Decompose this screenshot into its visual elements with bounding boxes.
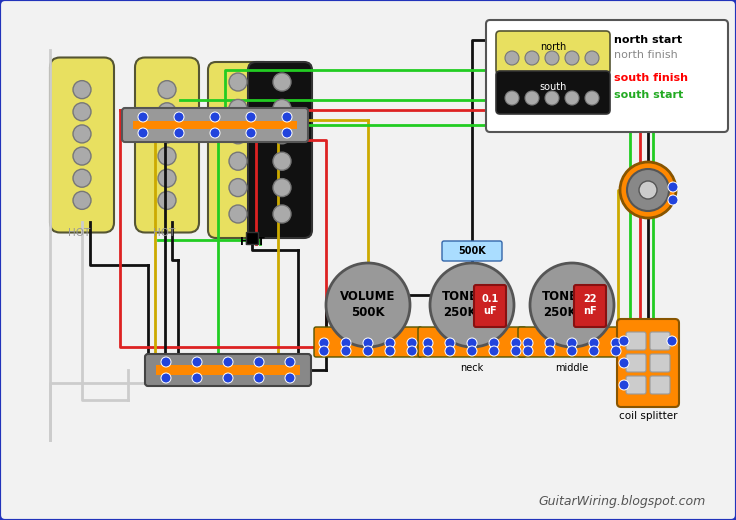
Circle shape xyxy=(489,346,499,356)
Text: neck: neck xyxy=(461,363,484,373)
FancyBboxPatch shape xyxy=(650,354,670,372)
Circle shape xyxy=(489,338,499,348)
Circle shape xyxy=(229,99,247,118)
Text: 500K: 500K xyxy=(351,306,385,319)
Text: 250K: 250K xyxy=(443,306,477,319)
Circle shape xyxy=(627,169,669,211)
FancyBboxPatch shape xyxy=(418,327,526,357)
Circle shape xyxy=(326,263,410,347)
Circle shape xyxy=(138,112,148,122)
Circle shape xyxy=(341,346,351,356)
Text: north finish: north finish xyxy=(614,50,678,60)
Circle shape xyxy=(467,346,477,356)
Circle shape xyxy=(585,51,599,65)
Circle shape xyxy=(285,357,295,367)
Circle shape xyxy=(174,112,184,122)
FancyBboxPatch shape xyxy=(208,62,272,238)
Circle shape xyxy=(229,73,247,91)
Circle shape xyxy=(229,178,247,197)
Circle shape xyxy=(158,125,176,143)
FancyBboxPatch shape xyxy=(626,332,646,350)
Circle shape xyxy=(319,346,329,356)
Circle shape xyxy=(282,112,292,122)
Circle shape xyxy=(505,51,519,65)
Circle shape xyxy=(545,91,559,105)
Circle shape xyxy=(567,346,577,356)
Circle shape xyxy=(282,128,292,138)
Circle shape xyxy=(192,373,202,383)
Circle shape xyxy=(619,336,629,346)
Circle shape xyxy=(423,338,433,348)
Circle shape xyxy=(73,125,91,143)
Circle shape xyxy=(73,81,91,99)
Circle shape xyxy=(523,338,533,348)
FancyBboxPatch shape xyxy=(442,241,502,261)
Circle shape xyxy=(567,338,577,348)
Circle shape xyxy=(565,51,579,65)
FancyBboxPatch shape xyxy=(135,58,199,232)
Bar xyxy=(156,365,300,375)
Circle shape xyxy=(385,338,395,348)
Circle shape xyxy=(525,51,539,65)
Circle shape xyxy=(445,338,455,348)
Circle shape xyxy=(619,358,629,368)
Text: HOT: HOT xyxy=(68,228,91,238)
Circle shape xyxy=(223,373,233,383)
Text: HOT: HOT xyxy=(240,237,265,247)
Circle shape xyxy=(158,147,176,165)
Circle shape xyxy=(158,81,176,99)
Circle shape xyxy=(223,357,233,367)
Circle shape xyxy=(273,73,291,91)
FancyBboxPatch shape xyxy=(626,354,646,372)
Circle shape xyxy=(210,128,220,138)
Circle shape xyxy=(210,112,220,122)
FancyBboxPatch shape xyxy=(496,31,610,74)
FancyBboxPatch shape xyxy=(248,62,312,238)
Circle shape xyxy=(273,178,291,197)
Circle shape xyxy=(589,338,599,348)
FancyBboxPatch shape xyxy=(650,376,670,394)
Circle shape xyxy=(73,147,91,165)
Circle shape xyxy=(511,346,521,356)
Text: south finish: south finish xyxy=(614,73,688,83)
Text: middle: middle xyxy=(556,363,589,373)
Circle shape xyxy=(445,346,455,356)
Text: GuitarWiring.blogspot.com: GuitarWiring.blogspot.com xyxy=(539,496,706,509)
Circle shape xyxy=(620,162,676,218)
FancyBboxPatch shape xyxy=(122,108,308,142)
FancyBboxPatch shape xyxy=(617,319,679,407)
Circle shape xyxy=(158,103,176,121)
Circle shape xyxy=(363,338,373,348)
FancyBboxPatch shape xyxy=(518,327,626,357)
Circle shape xyxy=(273,152,291,170)
Bar xyxy=(246,232,258,244)
FancyBboxPatch shape xyxy=(474,285,506,327)
Circle shape xyxy=(545,338,555,348)
FancyBboxPatch shape xyxy=(650,332,670,350)
Circle shape xyxy=(530,263,614,347)
Circle shape xyxy=(407,338,417,348)
Circle shape xyxy=(319,338,329,348)
Circle shape xyxy=(385,346,395,356)
FancyBboxPatch shape xyxy=(486,20,728,132)
Circle shape xyxy=(585,91,599,105)
Circle shape xyxy=(407,346,417,356)
Circle shape xyxy=(229,152,247,170)
Circle shape xyxy=(254,357,264,367)
Circle shape xyxy=(430,263,514,347)
Circle shape xyxy=(229,205,247,223)
Text: coil splitter: coil splitter xyxy=(619,411,677,421)
FancyBboxPatch shape xyxy=(496,71,610,114)
Circle shape xyxy=(667,336,677,346)
Text: VOLUME: VOLUME xyxy=(340,291,396,304)
Circle shape xyxy=(565,91,579,105)
Text: TONE: TONE xyxy=(442,291,478,304)
Circle shape xyxy=(639,181,657,199)
Circle shape xyxy=(273,99,291,118)
Circle shape xyxy=(363,346,373,356)
FancyBboxPatch shape xyxy=(314,327,422,357)
FancyBboxPatch shape xyxy=(574,285,606,327)
Circle shape xyxy=(138,128,148,138)
Circle shape xyxy=(174,128,184,138)
